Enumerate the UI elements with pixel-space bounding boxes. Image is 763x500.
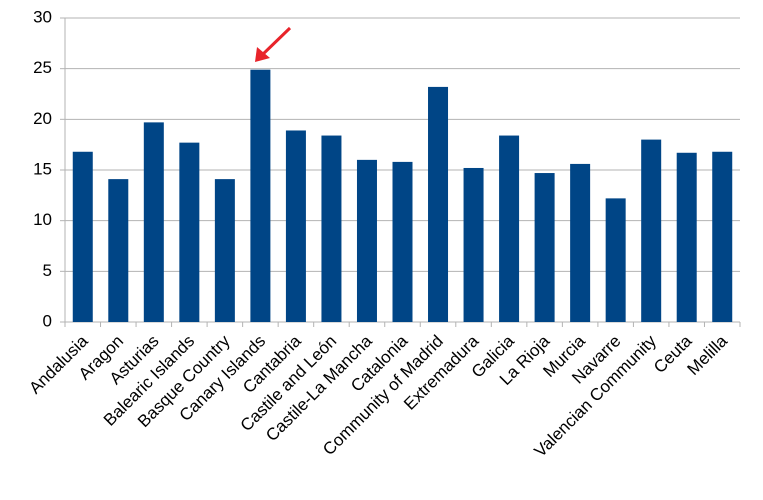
- bar: [712, 151, 733, 322]
- bar: [676, 152, 697, 322]
- bar: [641, 139, 662, 322]
- bar: [143, 122, 164, 322]
- y-tick-label: 20: [33, 109, 52, 128]
- y-tick-label: 0: [43, 311, 52, 330]
- bar: [605, 198, 626, 322]
- bar: [428, 86, 449, 322]
- bar: [179, 142, 200, 322]
- bar: [250, 69, 271, 323]
- bar: [285, 130, 306, 322]
- y-tick-label: 30: [33, 7, 52, 26]
- y-tick-label: 25: [33, 58, 52, 77]
- annotation-arrow: [255, 26, 292, 62]
- arrow-shaft: [258, 26, 292, 59]
- bar: [321, 135, 342, 322]
- bar: [214, 179, 235, 322]
- bar: [72, 151, 93, 322]
- bar: [534, 173, 555, 322]
- y-tick-label: 5: [43, 261, 52, 280]
- y-tick-label: 10: [33, 210, 52, 229]
- bar: [499, 135, 520, 322]
- x-tick-label: Melilla: [684, 331, 732, 379]
- bar: [392, 161, 413, 322]
- bar: [463, 167, 484, 322]
- y-tick-label: 15: [33, 159, 52, 178]
- bar: [356, 159, 377, 322]
- bar: [570, 163, 591, 322]
- bar: [108, 179, 129, 322]
- arrow-head: [255, 47, 270, 62]
